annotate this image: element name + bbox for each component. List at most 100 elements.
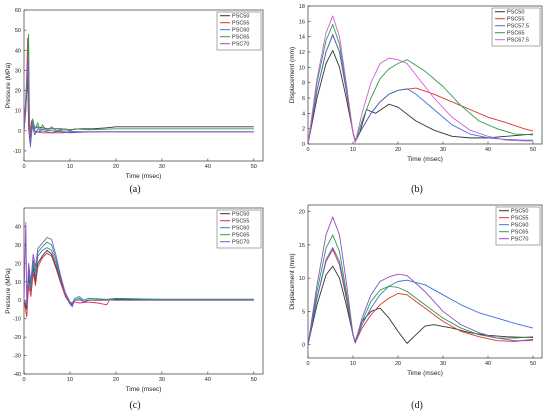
legend-label: PSC65: [232, 35, 249, 41]
y-tick-label: -30: [13, 354, 21, 360]
series-line-psc65: [308, 23, 534, 144]
legend-label: PSC55: [507, 17, 524, 23]
y-tick-label: 20: [15, 89, 21, 95]
x-tick-label: 40: [485, 147, 491, 153]
legend-label: PSC50: [232, 14, 249, 20]
chart-panel-1: 0 10 20 30 40 50 -10 0 10 20 30 40 50 60 Time (msec) Pr…: [5, 8, 264, 195]
legend-label: PSC60: [511, 223, 528, 229]
y-tick-label: 50: [15, 28, 21, 34]
chart-panel-2: 0 10 20 30 40 50 0 2 4 6 8 10 12 14 16 18 Time (msec) Dis…: [289, 4, 543, 195]
y-tick-label: 14: [299, 35, 305, 41]
legend-label: PSC55: [511, 216, 528, 222]
y-tick-label: 0: [18, 129, 21, 135]
series-line-psc55: [308, 249, 534, 345]
y-tick-label: 60: [15, 8, 21, 14]
x-axis-label: Time (msec): [126, 173, 162, 180]
x-tick-label: 20: [113, 164, 119, 170]
series-line-psc55: [24, 37, 254, 142]
y-tick-label: -20: [13, 335, 21, 341]
legend-label: PSC60: [232, 28, 249, 34]
x-tick-label: 10: [350, 147, 356, 153]
x-tick-label: 30: [159, 164, 165, 170]
y-tick-label: -40: [13, 372, 21, 378]
panel-caption: (b): [411, 184, 423, 195]
chart-panel-3: 0 10 20 30 40 50 -40 -30 -20 -10 0 10 20 30 40 Time (ms…: [5, 207, 264, 411]
series-line-psc70: [308, 216, 533, 345]
x-tick-label: 20: [113, 377, 119, 383]
legend-label: PSC50: [232, 212, 249, 218]
series-line-psc70: [24, 57, 254, 144]
plot-frame: [23, 9, 264, 162]
chart-panel-4: 0 10 20 30 40 50 0 5 10 15 20 Time (msec) Displaceme…: [289, 204, 543, 411]
y-tick-label: 10: [299, 276, 305, 282]
x-tick-label: 20: [395, 147, 401, 153]
y-axis-label: Pressure (MPa): [5, 63, 12, 109]
y-tick-label: 30: [15, 68, 21, 74]
series-line-psc65: [308, 234, 534, 345]
x-tick-label: 50: [251, 377, 257, 383]
legend-label: PSC50: [507, 10, 524, 16]
y-tick-label: -10: [13, 317, 21, 323]
y-tick-label: 15: [299, 243, 305, 249]
y-tick-label: 20: [15, 261, 21, 267]
y-tick-label: 40: [15, 224, 21, 230]
series-line-psc50: [308, 50, 534, 144]
legend-label: PSC55: [232, 219, 249, 225]
legend-label: PSC65: [511, 230, 528, 236]
y-tick-label: 18: [299, 4, 305, 10]
x-tick-label: 10: [67, 377, 73, 383]
y-tick-label: 40: [15, 48, 21, 54]
plot-frame: [307, 5, 543, 145]
x-axis-label: Time (msec): [407, 370, 443, 377]
legend-label: PSC70: [511, 237, 528, 243]
x-tick-label: 50: [530, 147, 536, 153]
y-tick-label: 10: [299, 65, 305, 71]
y-tick-label: 2: [302, 127, 305, 133]
y-tick-label: 10: [15, 280, 21, 286]
y-tick-label: -10: [13, 149, 21, 155]
x-tick-label: 30: [440, 361, 446, 367]
series-line-psc57-5: [308, 34, 533, 144]
y-tick-label: 4: [302, 111, 305, 117]
x-tick-label: 50: [251, 164, 257, 170]
y-tick-label: 0: [302, 142, 305, 148]
series-line-psc55: [24, 252, 110, 318]
legend-label: PSC65: [232, 233, 249, 239]
series-line-psc65: [24, 33, 254, 142]
legend-label: PSC65: [507, 31, 524, 37]
x-tick-label: 10: [350, 361, 356, 367]
x-axis-label: Time (msec): [126, 386, 162, 393]
legend-label: PSC60: [232, 226, 249, 232]
x-tick-label: 40: [485, 361, 491, 367]
series-line-psc70: [24, 222, 254, 307]
panel-caption: (a): [129, 184, 140, 195]
series-group: [308, 15, 534, 144]
y-tick-label: 6: [302, 96, 305, 102]
legend-label: PSC70: [232, 240, 249, 246]
y-axis-label: Displacement (mm): [289, 253, 296, 309]
panel-caption: (c): [129, 400, 140, 411]
x-tick-label: 30: [159, 377, 165, 383]
series-line-psc60: [308, 247, 534, 345]
y-tick-label: 12: [299, 50, 305, 56]
y-axis-label: Pressure (MPa): [5, 268, 12, 314]
x-tick-label: 0: [22, 164, 25, 170]
x-tick-label: 30: [440, 147, 446, 153]
x-tick-label: 10: [67, 164, 73, 170]
legend-label: PSC70: [232, 42, 249, 48]
legend-label: PSC55: [232, 21, 249, 27]
y-tick-label: 5: [302, 309, 305, 315]
legend-label: PSC50: [511, 209, 528, 215]
panel-caption: (d): [411, 400, 423, 411]
y-tick-label: 8: [302, 81, 305, 87]
x-tick-label: 0: [306, 147, 309, 153]
y-tick-label: 30: [15, 243, 21, 249]
series-line-psc67-5: [308, 15, 533, 144]
series-group: [308, 216, 534, 345]
y-tick-label: 20: [299, 210, 305, 216]
x-tick-label: 50: [530, 361, 536, 367]
